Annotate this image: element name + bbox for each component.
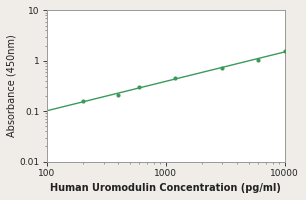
- Y-axis label: Absorbance (450nm): Absorbance (450nm): [7, 35, 17, 137]
- X-axis label: Human Uromodulin Concentration (pg/ml): Human Uromodulin Concentration (pg/ml): [50, 183, 281, 193]
